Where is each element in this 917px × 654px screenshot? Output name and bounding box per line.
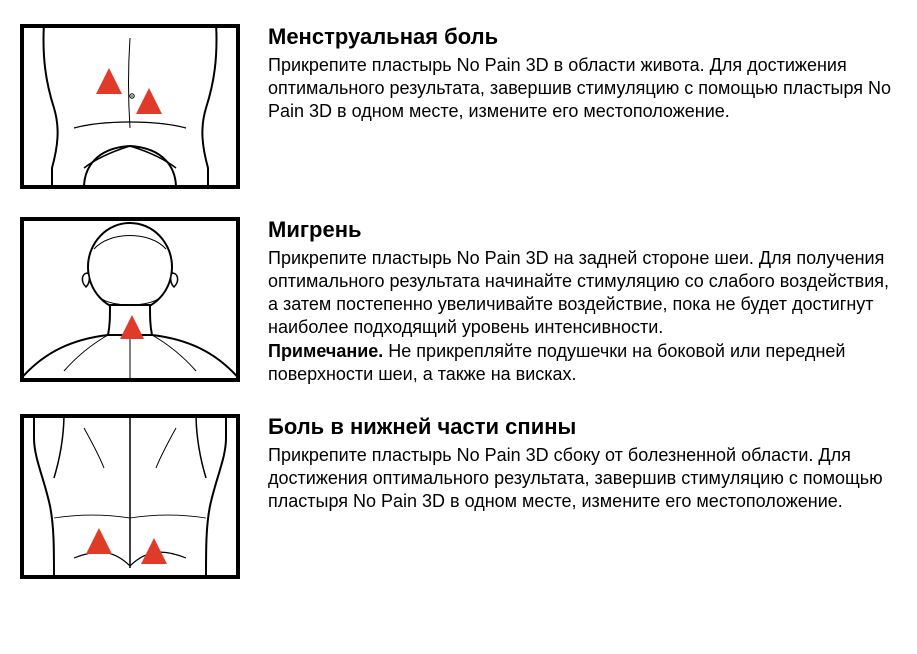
section-note: Примечание. Не прикрепляйте подушечки на… — [268, 340, 897, 386]
section-body: Прикрепите пластырь No Pain 3D сбоку от … — [268, 444, 897, 513]
text-column: Мигрень Прикрепите пластырь No Pain 3D н… — [240, 217, 897, 386]
section-menstrual: Менструальная боль Прикрепите пластырь N… — [20, 24, 897, 189]
abdomen-svg — [24, 28, 236, 185]
back-svg — [24, 418, 236, 575]
section-body: Прикрепите пластырь No Pain 3D в области… — [268, 54, 897, 123]
illustration-neck — [20, 217, 240, 382]
section-lowerback: Боль в нижней части спины Прикрепите пла… — [20, 414, 897, 579]
text-column: Боль в нижней части спины Прикрепите пла… — [240, 414, 897, 513]
section-migraine: Мигрень Прикрепите пластырь No Pain 3D н… — [20, 217, 897, 386]
text-column: Менструальная боль Прикрепите пластырь N… — [240, 24, 897, 123]
section-title: Мигрень — [268, 217, 897, 243]
illustration-abdomen — [20, 24, 240, 189]
illustration-back — [20, 414, 240, 579]
note-label: Примечание. — [268, 341, 383, 361]
section-title: Боль в нижней части спины — [268, 414, 897, 440]
neck-svg — [24, 221, 236, 378]
section-body: Прикрепите пластырь No Pain 3D на задней… — [268, 247, 897, 339]
section-title: Менструальная боль — [268, 24, 897, 50]
